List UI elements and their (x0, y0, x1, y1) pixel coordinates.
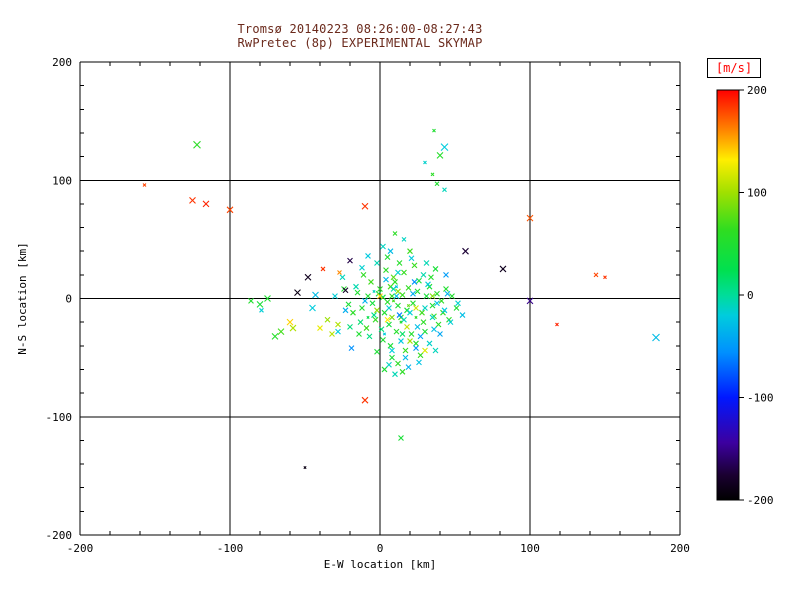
svg-text:N-S location [km]: N-S location [km] (16, 242, 29, 355)
svg-text:200: 200 (747, 84, 767, 97)
plot-title: Tromsø 20140223 08:26:00-08:27:43 RwPret… (0, 22, 720, 50)
svg-text:0: 0 (377, 542, 384, 555)
svg-text:200: 200 (670, 542, 690, 555)
colorbar: 200 100 0 -100 -200 (716, 84, 774, 507)
svg-text:-200: -200 (46, 529, 73, 542)
svg-text:-100: -100 (747, 392, 774, 405)
svg-text:100: 100 (52, 174, 72, 187)
svg-text:-100: -100 (46, 411, 73, 424)
svg-text:-200: -200 (67, 542, 94, 555)
svg-text:-200: -200 (747, 494, 774, 507)
axis-labels: -200 -100 0 100 200 -200 -100 0 100 200 E-W locati… (16, 56, 690, 571)
svg-text:100: 100 (747, 187, 767, 200)
plot-title-line1: Tromsø 20140223 08:26:00-08:27:43 (237, 22, 483, 36)
minor-ticks (80, 62, 680, 535)
svg-text:-100: -100 (217, 542, 244, 555)
points-layer (142, 128, 660, 470)
svg-text:E-W location [km]: E-W location [km] (324, 558, 437, 571)
grid-layer (79, 61, 681, 536)
svg-text:200: 200 (52, 56, 72, 69)
svg-text:0: 0 (65, 293, 72, 306)
plot-title-line2: RwPretec (8p) EXPERIMENTAL SKYMAP (237, 36, 483, 50)
svg-text:0: 0 (747, 289, 754, 302)
colorbar-unit-label: [m/s] (707, 58, 761, 78)
svg-text:100: 100 (520, 542, 540, 555)
